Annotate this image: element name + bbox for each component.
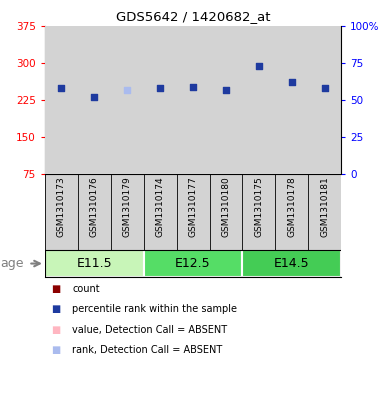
Bar xyxy=(111,26,144,174)
Bar xyxy=(45,26,78,174)
Title: GDS5642 / 1420682_at: GDS5642 / 1420682_at xyxy=(116,10,270,23)
Bar xyxy=(243,250,341,277)
Bar xyxy=(216,116,236,174)
Bar xyxy=(275,26,308,174)
Bar xyxy=(177,26,209,174)
Bar xyxy=(177,26,209,174)
Text: age: age xyxy=(0,257,23,270)
Bar xyxy=(243,174,275,250)
Text: rank, Detection Call = ABSENT: rank, Detection Call = ABSENT xyxy=(72,345,222,355)
Text: value, Detection Call = ABSENT: value, Detection Call = ABSENT xyxy=(72,325,227,335)
Bar xyxy=(308,26,341,174)
Text: ■: ■ xyxy=(51,325,60,335)
Bar xyxy=(308,26,341,174)
Bar xyxy=(150,134,170,174)
Bar xyxy=(117,120,137,174)
Text: GSM1310176: GSM1310176 xyxy=(90,176,99,237)
Text: GSM1310179: GSM1310179 xyxy=(123,176,132,237)
Point xyxy=(223,86,229,93)
Text: E12.5: E12.5 xyxy=(175,257,211,270)
Bar xyxy=(84,152,104,174)
Text: GSM1310178: GSM1310178 xyxy=(287,176,296,237)
Text: GSM1310180: GSM1310180 xyxy=(222,176,230,237)
Bar xyxy=(282,94,302,174)
Point xyxy=(289,79,295,85)
Text: GSM1310175: GSM1310175 xyxy=(254,176,263,237)
Bar xyxy=(177,174,209,250)
Bar xyxy=(249,35,269,174)
Bar xyxy=(51,136,71,174)
Bar xyxy=(209,26,243,174)
Text: GSM1310177: GSM1310177 xyxy=(188,176,198,237)
Bar xyxy=(111,174,144,250)
Bar xyxy=(144,174,177,250)
Bar xyxy=(45,174,78,250)
Bar xyxy=(209,26,243,174)
Bar xyxy=(183,122,203,174)
Text: GSM1310174: GSM1310174 xyxy=(156,176,165,237)
Text: GSM1310173: GSM1310173 xyxy=(57,176,66,237)
Point xyxy=(322,85,328,91)
Bar xyxy=(144,26,177,174)
Bar xyxy=(78,26,111,174)
Point xyxy=(256,62,262,69)
Text: ■: ■ xyxy=(51,304,60,314)
Bar xyxy=(144,250,243,277)
Bar xyxy=(275,26,308,174)
Bar xyxy=(78,174,111,250)
Text: count: count xyxy=(72,284,100,294)
Bar xyxy=(45,250,144,277)
Text: percentile rank within the sample: percentile rank within the sample xyxy=(72,304,237,314)
Point xyxy=(58,85,64,91)
Bar xyxy=(209,174,243,250)
Point xyxy=(157,85,163,91)
Text: E14.5: E14.5 xyxy=(274,257,310,270)
Bar xyxy=(275,174,308,250)
Bar xyxy=(144,26,177,174)
Bar xyxy=(315,98,335,174)
Text: ■: ■ xyxy=(51,345,60,355)
Bar xyxy=(243,26,275,174)
Point xyxy=(124,86,130,93)
Text: E11.5: E11.5 xyxy=(76,257,112,270)
Bar xyxy=(243,26,275,174)
Point xyxy=(190,83,196,90)
Bar xyxy=(78,26,111,174)
Text: ■: ■ xyxy=(51,284,60,294)
Bar xyxy=(111,26,144,174)
Point xyxy=(91,94,98,100)
Bar xyxy=(45,26,78,174)
Text: GSM1310181: GSM1310181 xyxy=(320,176,329,237)
Bar xyxy=(308,174,341,250)
